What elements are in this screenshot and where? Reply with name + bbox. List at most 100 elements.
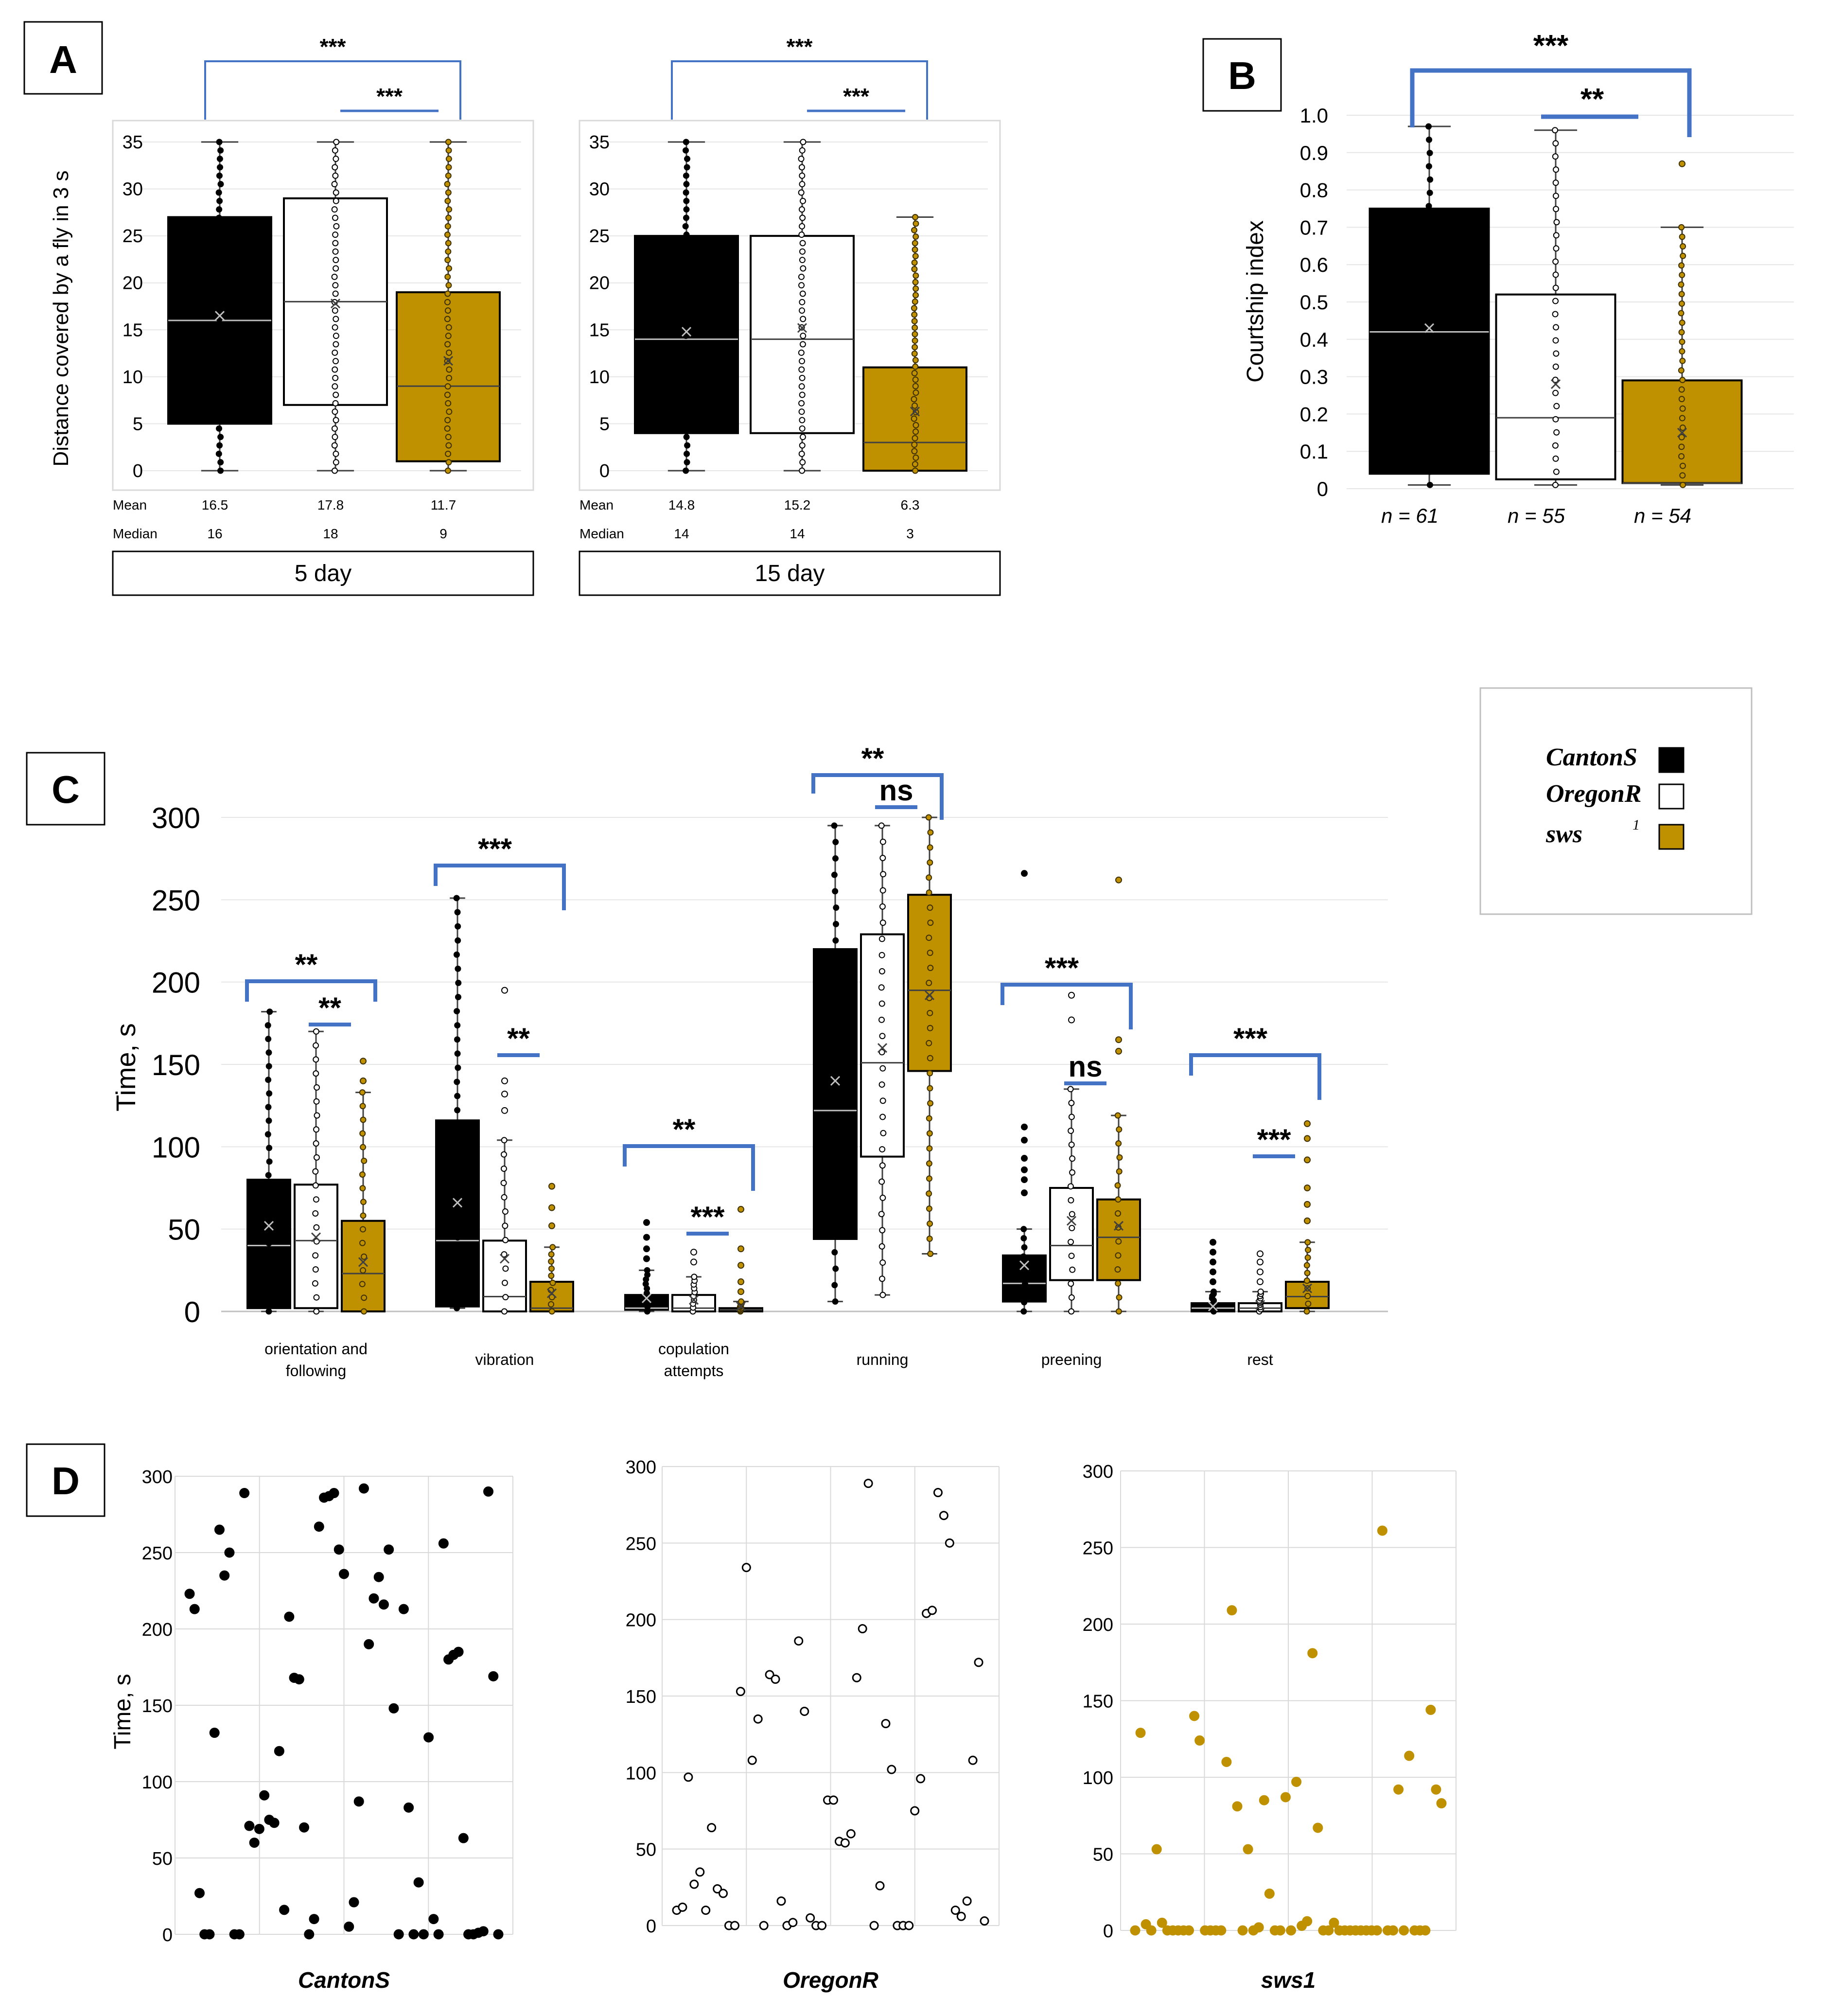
box-sws1-point xyxy=(445,139,452,145)
y-tick-label: 50 xyxy=(636,1840,656,1860)
box-oregon-point xyxy=(691,1273,698,1280)
box-canton-point xyxy=(453,1220,460,1227)
scatter-point xyxy=(299,1822,310,1833)
box-canton-point xyxy=(455,1121,462,1128)
box-sws1-point xyxy=(445,450,452,457)
y-tick-label: 100 xyxy=(142,1772,173,1793)
scatter-point xyxy=(458,1833,469,1843)
box-sws1-point xyxy=(1679,376,1686,383)
y-tick-label: 0.6 xyxy=(1300,253,1328,276)
box-canton-point xyxy=(832,1265,839,1272)
box-sws1-point xyxy=(912,402,918,409)
group-title: 15 day xyxy=(755,561,825,586)
scatter-point xyxy=(1253,1922,1264,1933)
box-OregonR-point xyxy=(799,299,806,305)
box-canton-point xyxy=(453,1149,460,1156)
box-CantonS-point xyxy=(216,400,223,407)
box-sws1-point xyxy=(1678,434,1685,441)
box-CantonS-point xyxy=(1426,136,1433,143)
box-OregonR-point xyxy=(333,459,339,466)
box-sws-point xyxy=(1305,1300,1312,1307)
box-CantonS-point xyxy=(683,400,689,407)
box-oregon-point xyxy=(1068,1308,1075,1315)
box-canton-outlier xyxy=(1021,1166,1028,1173)
y-tick-label: 0 xyxy=(162,1925,173,1945)
box-CantonS-point xyxy=(217,324,224,331)
box-canton-mean-marker xyxy=(1019,1260,1030,1271)
box-sws-point xyxy=(927,950,933,956)
box-OregonR-point xyxy=(332,282,339,289)
box-sws1-point xyxy=(1678,329,1685,336)
box-sws1-point xyxy=(1679,319,1685,326)
y-tick-label: 50 xyxy=(152,1849,173,1869)
box-canton-point xyxy=(1021,1299,1028,1306)
bracket-canton-sws-label: *** xyxy=(1233,1022,1268,1055)
box-oregon-point xyxy=(312,1252,319,1259)
box-CantonS-point xyxy=(682,391,689,398)
box-oregon-point xyxy=(313,1028,319,1035)
box-OregonR-point xyxy=(799,307,806,314)
box-sws1-point xyxy=(1679,338,1685,345)
box-CantonS-point xyxy=(1426,415,1433,422)
scatter-CantonS: 0 50 100 150 200 250 300 CantonS Time, s xyxy=(110,1467,513,1993)
y-tick-label: 50 xyxy=(168,1214,200,1246)
scatter-point xyxy=(453,1646,464,1657)
box-OregonR-point xyxy=(1552,179,1559,186)
box-canton-point xyxy=(644,1267,650,1273)
y-tick-label: 200 xyxy=(152,967,200,999)
bracket-canton-sws-label: *** xyxy=(320,34,346,59)
box-canton-point xyxy=(454,1206,461,1213)
box-CantonS-point xyxy=(216,257,223,264)
box-canton-point xyxy=(265,1199,272,1206)
box-CantonS-point xyxy=(217,434,224,441)
scatter-point xyxy=(730,1921,739,1930)
scatter-point xyxy=(353,1796,364,1807)
box-OregonR-point xyxy=(799,181,806,188)
group-title-box xyxy=(112,550,534,596)
box-CantonS-point xyxy=(216,408,223,415)
scatter-point xyxy=(304,1929,315,1940)
box-sws1-point xyxy=(445,324,452,331)
box-oregon-point xyxy=(879,1291,886,1298)
box-sws-mean-marker xyxy=(546,1288,557,1298)
scatter-point xyxy=(968,1755,978,1765)
box-CantonS-point xyxy=(215,333,222,339)
box-CantonS-point xyxy=(1426,150,1433,157)
box-sws1-point xyxy=(912,344,918,351)
scatter-point xyxy=(846,1829,856,1839)
box-sws1-point xyxy=(444,299,451,305)
y-tick-label: 0.7 xyxy=(1300,216,1328,239)
scatter-point xyxy=(438,1538,449,1549)
scatter-point xyxy=(695,1867,705,1877)
box-sws-mean-marker xyxy=(1113,1220,1124,1231)
box-sws-outlier xyxy=(1304,1217,1311,1224)
box-sws1-point xyxy=(444,223,451,230)
mean-value: 11.7 xyxy=(431,497,456,513)
y-tick-label: 100 xyxy=(626,1763,656,1784)
y-axis-title: Distance covered by a fly in 3 s xyxy=(49,171,73,467)
category-label: copulation xyxy=(658,1340,729,1358)
box-canton-outlier xyxy=(643,1245,650,1253)
box-canton-point xyxy=(1021,1244,1028,1251)
scatter-point xyxy=(483,1486,494,1497)
scatter-point xyxy=(689,1879,699,1889)
box-sws1-point xyxy=(1678,224,1685,230)
scatter-point xyxy=(329,1488,339,1499)
box-sws-point xyxy=(926,1040,932,1046)
box-OregonR-point xyxy=(332,408,338,415)
box-oregon-point xyxy=(879,854,886,861)
box-OregonR-mean-marker xyxy=(330,299,341,309)
category-label: vibration xyxy=(475,1351,534,1368)
box-CantonS-point xyxy=(217,181,224,188)
box-canton-mean-marker xyxy=(830,1076,841,1086)
box-OregonR-point xyxy=(332,290,339,297)
box-CantonS-point xyxy=(1425,349,1432,355)
y-tick-label: 150 xyxy=(152,1049,200,1081)
box-sws1-point xyxy=(911,370,918,376)
box-sws1-point xyxy=(1678,300,1685,307)
bracket-canton-sws-label: *** xyxy=(1533,29,1569,63)
scatter-point xyxy=(747,1755,757,1765)
box-OregonR-point xyxy=(331,181,338,188)
bracket-canton-sws-label: *** xyxy=(787,34,813,59)
box-sws-point xyxy=(1116,1126,1123,1133)
